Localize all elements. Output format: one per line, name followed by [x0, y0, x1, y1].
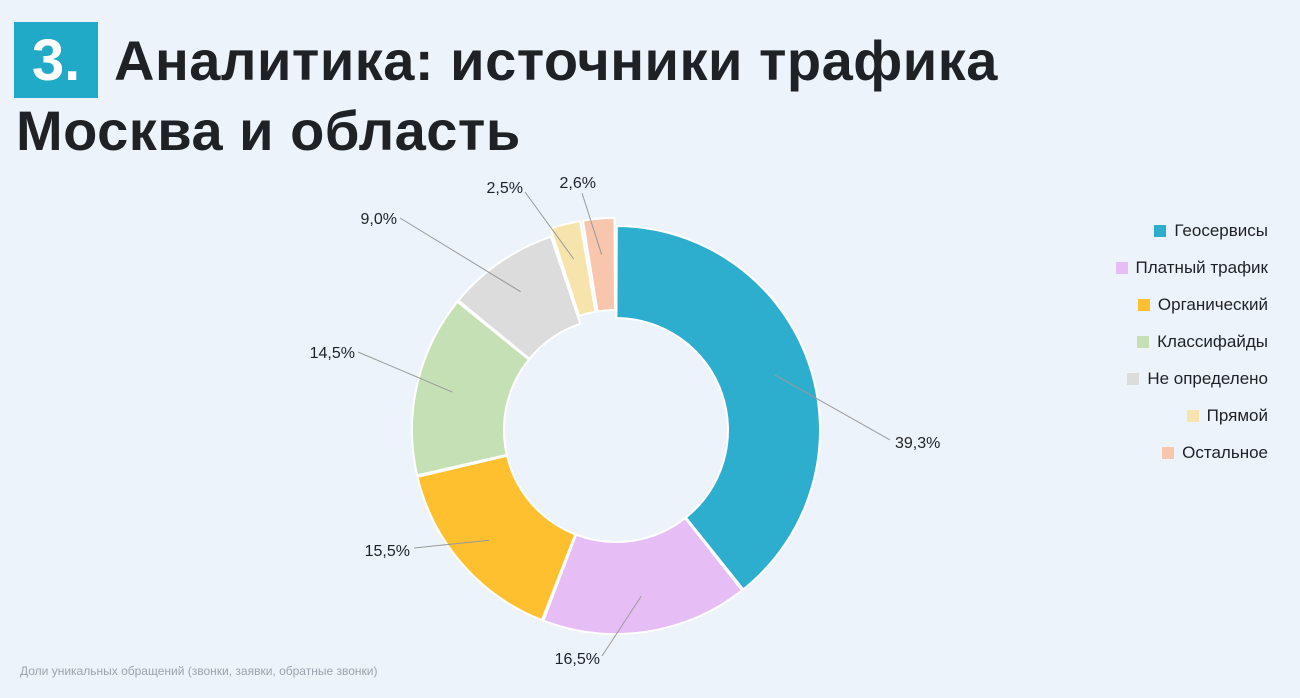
data-label-3: 14,5% [310, 345, 355, 362]
legend-swatch [1127, 372, 1140, 385]
legend-label: Классифайды [1157, 331, 1268, 351]
leader-line-6 [581, 192, 603, 255]
chart-legend: Геосервисы Платный трафик Органический Клас… [1028, 212, 1268, 471]
legend-item-2: Органический [1028, 286, 1268, 323]
legend-item-5: Прямой [1028, 397, 1268, 434]
leader-line-2 [413, 539, 490, 549]
data-label-1: 16,5% [555, 651, 600, 668]
legend-label: Остальное [1182, 442, 1268, 462]
legend-swatch [1186, 409, 1199, 422]
slice-3 [411, 300, 531, 477]
legend-item-6: Остальное [1028, 434, 1268, 471]
slice-0 [615, 224, 821, 591]
legend-label: Прямой [1206, 405, 1268, 425]
page-subtitle: Москва и область [16, 99, 521, 162]
page-title: Аналитика: источники трафика [114, 28, 998, 92]
slice-2 [416, 454, 577, 622]
legend-item-1: Платный трафик [1028, 249, 1268, 286]
data-label-0: 39,3% [895, 435, 940, 452]
leader-line-0 [774, 374, 891, 441]
slice-5 [549, 219, 597, 318]
legend-swatch [1137, 335, 1150, 348]
legend-item-4: Не определено [1028, 360, 1268, 397]
leader-line-1 [601, 595, 642, 657]
legend-item-0: Геосервисы [1028, 212, 1268, 249]
leader-line-5 [524, 191, 575, 260]
data-label-6: 2,6% [560, 175, 596, 192]
slice-4 [456, 235, 582, 361]
leader-line-3 [357, 351, 453, 393]
data-label-4: 9,0% [361, 211, 397, 228]
section-number-badge: 3. [14, 22, 98, 98]
legend-item-3: Классифайды [1028, 323, 1268, 360]
footnote: Доли уникальных обращений (звонки, заявк… [20, 664, 378, 678]
legend-label: Геосервисы [1174, 220, 1268, 240]
leader-line-4 [399, 217, 521, 293]
legend-label: Не определено [1147, 368, 1268, 388]
legend-swatch [1115, 261, 1128, 274]
data-label-2: 15,5% [365, 543, 410, 560]
legend-swatch [1137, 298, 1150, 311]
legend-label: Платный трафик [1135, 257, 1268, 277]
slice-1 [542, 516, 744, 635]
legend-swatch [1162, 446, 1175, 459]
title-row: 3. Аналитика: источники трафика [14, 22, 998, 98]
slice-6 [581, 217, 616, 313]
data-label-5: 2,5% [487, 180, 523, 197]
legend-label: Органический [1157, 294, 1268, 314]
legend-swatch [1154, 224, 1167, 237]
